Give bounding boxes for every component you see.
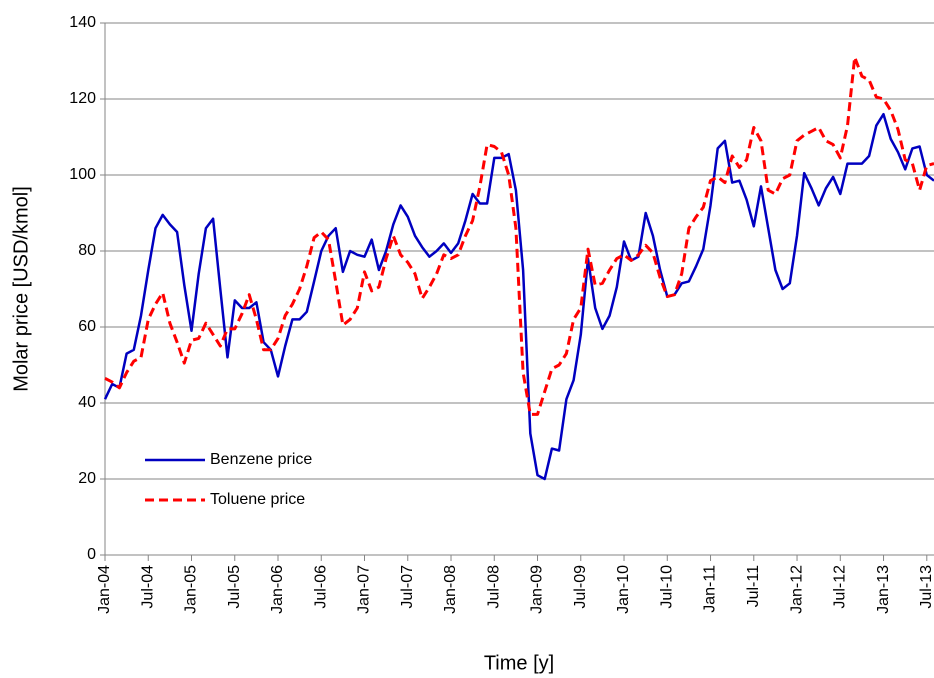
x-axis-title: Time [y] <box>484 652 554 674</box>
x-tick-label: Jul-09 <box>572 565 589 609</box>
x-tick-label: Jul-08 <box>485 565 502 609</box>
y-tick-label: 60 <box>78 318 96 335</box>
x-tick-label: Jan-04 <box>96 565 113 614</box>
x-tick-label: Jan-10 <box>615 565 632 614</box>
x-tick-label: Jul-10 <box>658 565 675 609</box>
x-tick-label: Jul-11 <box>745 565 762 607</box>
x-tick-label: Jul-12 <box>832 565 849 609</box>
x-tick-label: Jul-05 <box>226 565 243 609</box>
x-tick-label: Jan-09 <box>529 565 546 614</box>
x-tick-label: Jan-12 <box>788 565 805 614</box>
x-tick-label: Jan-11 <box>702 565 719 613</box>
y-tick-label: 0 <box>87 546 96 563</box>
legend-label: Toluene price <box>210 491 305 508</box>
legend-label: Benzene price <box>210 451 312 468</box>
y-tick-label: 100 <box>69 166 96 183</box>
series-line <box>104 55 934 416</box>
x-tick-label: Jul-07 <box>399 565 416 609</box>
y-axis-title: Molar price [USD/kmol] <box>10 186 32 392</box>
x-tick-label: Jan-06 <box>269 565 286 614</box>
y-tick-label: 40 <box>78 394 96 411</box>
x-tick-label: Jan-13 <box>875 565 892 614</box>
y-tick-label: 120 <box>69 90 96 107</box>
x-tick-label: Jul-04 <box>139 565 156 609</box>
y-tick-label: 20 <box>78 470 96 487</box>
x-tick-label: Jul-13 <box>918 565 934 609</box>
x-tick-label: Jan-07 <box>356 565 373 614</box>
x-tick-label: Jan-08 <box>442 565 459 614</box>
x-tick-label: Jan-05 <box>183 565 200 614</box>
x-tick-label: Jul-06 <box>312 565 329 609</box>
y-tick-label: 140 <box>69 14 96 31</box>
y-tick-label: 80 <box>78 242 96 259</box>
